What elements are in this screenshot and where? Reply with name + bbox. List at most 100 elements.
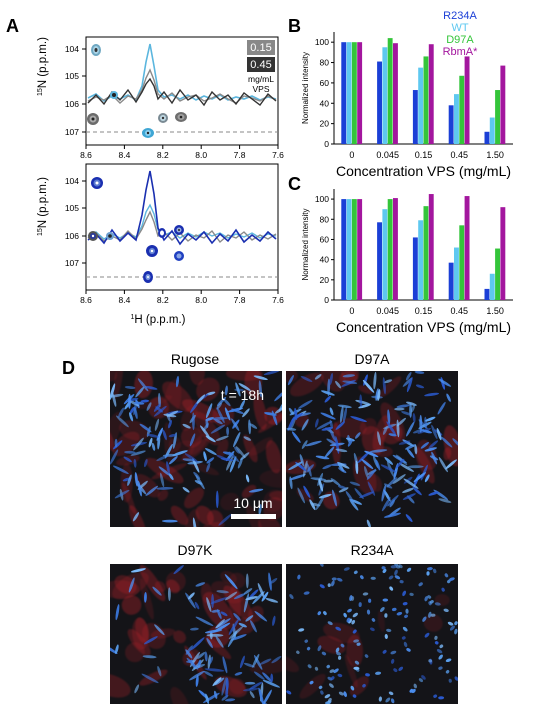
panel-d-letter: D	[62, 358, 75, 378]
chart-c-ylabel: Normalized intensity	[301, 208, 310, 280]
legend-r234a: R234A	[443, 10, 477, 22]
nmr-bottom-ytick-label-1: 105	[65, 203, 79, 213]
chart-c-bar-0.15-wt	[418, 220, 424, 300]
chart-c-ytick-label-1: 20	[320, 275, 330, 285]
micrograph-d97a-cells	[286, 371, 458, 527]
chart-c-bar-0.45-wt	[454, 247, 459, 300]
nmr-top-xtick-label-5: 7.6	[272, 150, 284, 160]
chart-b-bar-0.45-rbma	[464, 56, 470, 144]
legend-wt: WT	[451, 22, 468, 34]
nmr-top-peak-2	[110, 91, 118, 99]
chart-c-bar-0.15-d97a	[423, 206, 429, 300]
chart-b-ytick-label-4: 80	[320, 58, 330, 68]
nmr-top-xtick-label-4: 7.8	[234, 150, 246, 160]
chart-c-bar-0-wt	[346, 199, 352, 300]
nmr-bottom-ytick-label-3: 107	[65, 258, 79, 268]
img1-texture	[286, 371, 458, 527]
chart-c-category-label-1: 0.045	[376, 306, 399, 316]
chart-c-bar-0.045-rbma	[393, 198, 398, 300]
nmr-bottom-xtick-label-5: 7.6	[272, 295, 284, 305]
nmr-bottom-ylabel: 15N (p.p.m.)	[37, 177, 49, 236]
img3-texture	[286, 564, 458, 704]
chart-b-bar-1.50-r234a	[484, 131, 490, 144]
nmr-top-xtick-label-2: 8.2	[157, 150, 169, 160]
scale-bar-label: 10 μm	[233, 495, 272, 511]
bar-chart-c: 0 20 40 60 80 100 0 0.045 0.15 0.45 1.50 Normalized…	[301, 189, 513, 335]
nmr-top-peak-5	[175, 112, 187, 122]
nmr-bottom-xtick-label-0: 8.6	[80, 295, 92, 305]
chart-b-bar-1.50-rbma	[500, 65, 506, 144]
chart-c-bar-0.15-r234a	[412, 237, 418, 300]
nmr-top-y-ticks: 104 105 106 107	[65, 44, 86, 137]
nmr-bottom-xtick-label-4: 7.8	[234, 295, 246, 305]
scale-bar	[231, 514, 276, 519]
chart-c-bar-0.45-d97a	[459, 225, 465, 300]
nmr-bottom-peak-5	[174, 225, 184, 235]
chart-b-bar-0-r234a	[341, 42, 347, 144]
nmr-bottom-ylabel-sup: 15	[37, 228, 44, 236]
chart-c-category-label-2: 0.15	[415, 306, 433, 316]
chart-b-bar-1.50-d97a	[495, 90, 500, 144]
nmr-bottom-y-ticks: 104 105 106 107	[65, 176, 86, 268]
chart-b-category-label-1: 0.045	[376, 150, 399, 160]
nmr-bottom-xtick-label-2: 8.2	[157, 295, 169, 305]
img0-texture	[110, 371, 282, 527]
nmr-bottom-xtick-label-3: 8.0	[195, 295, 207, 305]
nmr-top-peak-6	[142, 128, 154, 138]
chart-b-bar-1.50-wt	[489, 117, 495, 144]
legend-rbma: RbmA*	[443, 46, 479, 58]
nmr-top-peak-4	[158, 113, 168, 123]
conc-box-015	[247, 40, 275, 55]
nmr-bottom-trace-gray	[87, 210, 277, 244]
chart-b-ytick-label-2: 40	[320, 98, 330, 108]
nmr-top-ytick-label-3: 107	[65, 127, 79, 137]
micrograph-rugose-cells	[110, 371, 282, 527]
conc-label-015: 0.15	[250, 42, 271, 54]
nmr-bottom-ytick-label-2: 106	[65, 231, 79, 241]
image-title-r234a: R234A	[351, 542, 394, 558]
chart-b-bar-0-rbma	[357, 42, 363, 144]
chart-c-bar-0.045-d97a	[387, 199, 393, 300]
chart-c-category-label-0: 0	[349, 306, 354, 316]
chart-b-category-label-4: 1.50	[486, 150, 504, 160]
chart-b-bar-0-wt	[346, 42, 352, 144]
nmr-top-ylabel: 15N (p.p.m.)	[37, 37, 49, 96]
chart-b-bar-0.15-rbma	[428, 44, 434, 144]
chart-b-ytick-label-1: 20	[320, 119, 330, 129]
nmr-bottom-peak-4	[158, 228, 166, 238]
nmr-xlabel: 1H (p.p.m.)	[130, 314, 185, 326]
chart-b-ylabel: Normalized intensity	[301, 52, 310, 124]
nmr-top-trace-dark	[87, 77, 277, 107]
nmr-bottom-peak-1	[91, 177, 103, 189]
chart-b-bar-0.045-d97a	[387, 38, 393, 144]
nmr-top-peak-3	[87, 113, 99, 125]
nmr-bottom-frame	[85, 163, 279, 291]
image-title-rugose: Rugose	[171, 351, 219, 367]
nmr-spectrum-top: 0.15 0.45 mg/mL VPS	[85, 36, 279, 146]
chart-b-bar-0.45-d97a	[459, 75, 465, 144]
nmr-bottom-peak-8	[143, 271, 153, 283]
nmr-top-xtick-label-1: 8.4	[118, 150, 130, 160]
chart-c-category-label-3: 0.45	[451, 306, 469, 316]
nmr-bottom-trace-dark-blue	[87, 170, 277, 246]
nmr-bottom-ytick-label-0: 104	[65, 176, 79, 186]
chart-c-bar-0-rbma	[357, 199, 363, 300]
conc-unit-label: mg/mL	[248, 74, 274, 84]
nmr-top-ytick-label-2: 106	[65, 99, 79, 109]
chart-c-bar-0.045-wt	[382, 209, 388, 300]
panel-a-letter: A	[6, 16, 19, 36]
chart-b-bar-0.45-r234a	[448, 105, 454, 144]
chart-b-bar-0.045-r234a	[377, 61, 382, 145]
micrograph-d97a	[286, 371, 458, 527]
chart-c-ytick-label-5: 100	[315, 194, 329, 204]
chart-c-bar-0.45-rbma	[464, 196, 470, 300]
micrograph-d97k	[110, 564, 282, 704]
nmr-spectrum-bottom	[85, 163, 279, 291]
chart-c-bar-0.45-r234a	[448, 262, 454, 300]
chart-b-bar-0.45-wt	[454, 94, 459, 144]
chart-b-ytick-label-0: 0	[324, 139, 329, 149]
chart-c-bar-0-d97a	[351, 199, 357, 300]
chart-c-ytick-label-0: 0	[324, 295, 329, 305]
nmr-bottom-peak-7	[174, 251, 184, 261]
